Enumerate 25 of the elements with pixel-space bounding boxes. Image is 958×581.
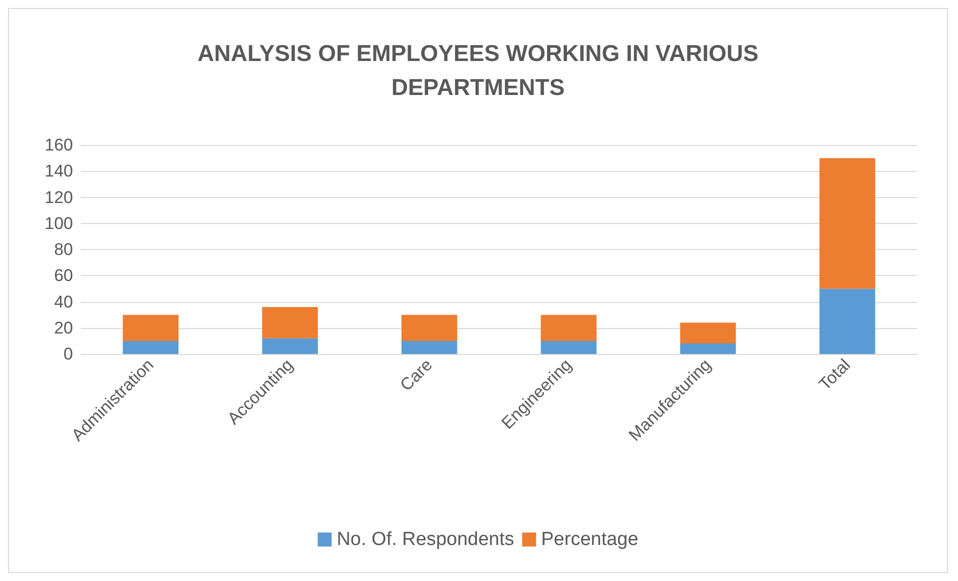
bar	[401, 314, 458, 341]
bar	[262, 306, 318, 338]
y-tick-label: 100	[44, 214, 73, 233]
bar	[680, 322, 736, 344]
y-tick-label: 160	[44, 136, 73, 154]
y-tick-label: 120	[44, 188, 73, 207]
bar	[122, 314, 179, 341]
bar	[262, 338, 318, 354]
bar	[540, 340, 597, 354]
y-tick-label: 40	[54, 292, 73, 312]
y-tick-label: 60	[54, 266, 73, 286]
bar	[819, 158, 876, 289]
y-tick-label: 140	[44, 162, 73, 181]
legend-label: Percentage	[541, 529, 638, 550]
chart-title: ANALYSIS OF EMPLOYEES WORKING IN VARIOUS DEPARTMENTS	[197, 40, 759, 100]
bar	[819, 288, 876, 354]
bar	[122, 340, 179, 354]
bar	[680, 344, 736, 354]
y-tick-label: 80	[54, 240, 73, 259]
y-tick-label: 20	[54, 318, 73, 338]
bar	[540, 314, 597, 341]
bar	[401, 340, 458, 354]
legend-label: No. Of. Respondents	[336, 529, 514, 550]
y-tick-label: 0	[64, 344, 73, 364]
x-tick-label: Care	[396, 355, 436, 395]
